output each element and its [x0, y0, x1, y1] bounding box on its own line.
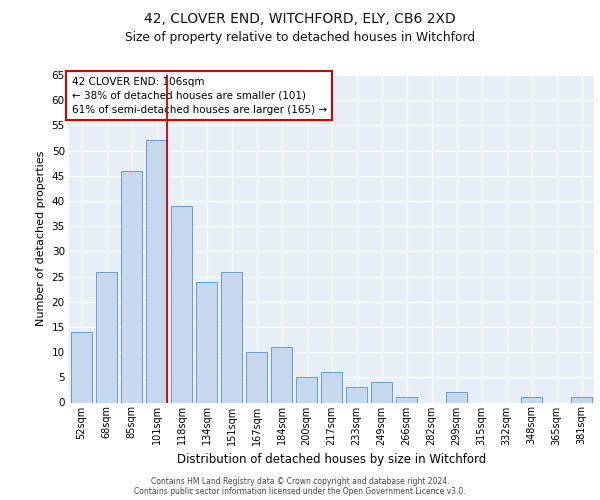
Bar	[371, 382, 392, 402]
X-axis label: Distribution of detached houses by size in Witchford: Distribution of detached houses by size …	[177, 453, 486, 466]
Bar	[296, 378, 317, 402]
Bar	[271, 347, 292, 403]
Bar	[571, 398, 592, 402]
Text: 42, CLOVER END, WITCHFORD, ELY, CB6 2XD: 42, CLOVER END, WITCHFORD, ELY, CB6 2XD	[144, 12, 456, 26]
Bar	[121, 170, 142, 402]
Bar	[346, 388, 367, 402]
Bar	[221, 272, 242, 402]
Bar	[146, 140, 167, 402]
Bar	[396, 398, 417, 402]
Bar	[71, 332, 92, 402]
Text: Size of property relative to detached houses in Witchford: Size of property relative to detached ho…	[125, 31, 475, 44]
Bar	[521, 398, 542, 402]
Text: 42 CLOVER END: 106sqm
← 38% of detached houses are smaller (101)
61% of semi-det: 42 CLOVER END: 106sqm ← 38% of detached …	[71, 76, 327, 114]
Y-axis label: Number of detached properties: Number of detached properties	[36, 151, 46, 326]
Text: Contains HM Land Registry data © Crown copyright and database right 2024.
Contai: Contains HM Land Registry data © Crown c…	[134, 476, 466, 496]
Bar	[446, 392, 467, 402]
Bar	[246, 352, 267, 403]
Bar	[196, 282, 217, 403]
Bar	[171, 206, 192, 402]
Bar	[321, 372, 342, 402]
Bar	[96, 272, 117, 402]
